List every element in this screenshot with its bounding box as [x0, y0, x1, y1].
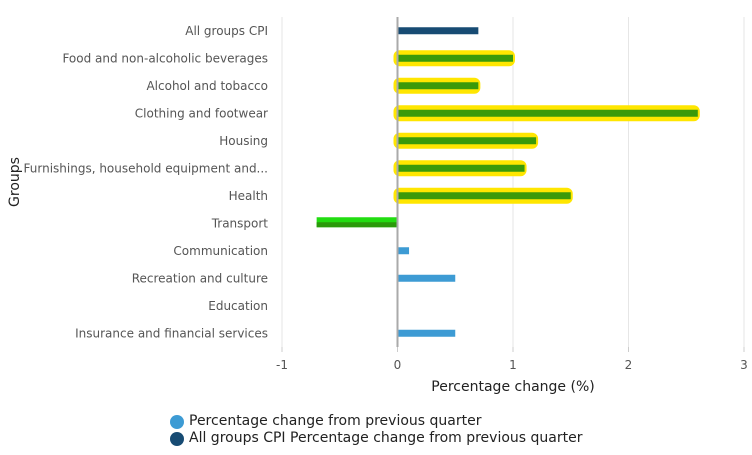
- x-tick-label: 0: [394, 358, 402, 372]
- category-label: Recreation and culture: [132, 271, 268, 285]
- category-label: Communication: [173, 244, 268, 258]
- bar[interactable]: [397, 274, 456, 282]
- bar[interactable]: [397, 329, 456, 337]
- category-label: Education: [208, 299, 268, 313]
- category-label: All groups CPI: [185, 24, 268, 38]
- category-label: Food and non-alcoholic beverages: [62, 51, 268, 65]
- category-label: Clothing and footwear: [135, 106, 268, 120]
- legend: Percentage change from previous quarter …: [170, 413, 582, 447]
- legend-label: All groups CPI Percentage change from pr…: [189, 430, 583, 446]
- legend-marker-icon: [170, 414, 184, 429]
- bar[interactable]: [397, 192, 571, 200]
- category-label: Health: [229, 189, 268, 203]
- bar[interactable]: [397, 82, 479, 90]
- legend-marker-icon: [170, 431, 184, 446]
- bar[interactable]: [397, 247, 410, 255]
- bar[interactable]: [397, 164, 525, 172]
- bar[interactable]: [397, 54, 514, 62]
- x-axis-title: Percentage change (%): [431, 379, 594, 395]
- x-tick-label: 3: [740, 358, 748, 372]
- category-label: Transport: [211, 216, 269, 230]
- legend-label: Percentage change from previous quarter: [189, 413, 482, 429]
- category-label: Insurance and financial services: [75, 326, 268, 340]
- legend-item-series-1[interactable]: Percentage change from previous quarter: [170, 413, 582, 430]
- category-label: Furnishings, household equipment and...: [24, 161, 268, 175]
- bar[interactable]: [397, 137, 537, 145]
- bar[interactable]: [397, 27, 479, 35]
- bar[interactable]: [397, 109, 698, 117]
- y-axis-title: Groups: [7, 157, 23, 207]
- bar[interactable]: [316, 222, 398, 228]
- category-label: Alcohol and tobacco: [146, 79, 268, 93]
- x-tick-label: 2: [625, 358, 633, 372]
- legend-item-series-2[interactable]: All groups CPI Percentage change from pr…: [170, 430, 582, 447]
- x-tick-label: -1: [276, 358, 288, 372]
- x-tick-label: 1: [509, 358, 517, 372]
- category-label: Housing: [219, 134, 268, 148]
